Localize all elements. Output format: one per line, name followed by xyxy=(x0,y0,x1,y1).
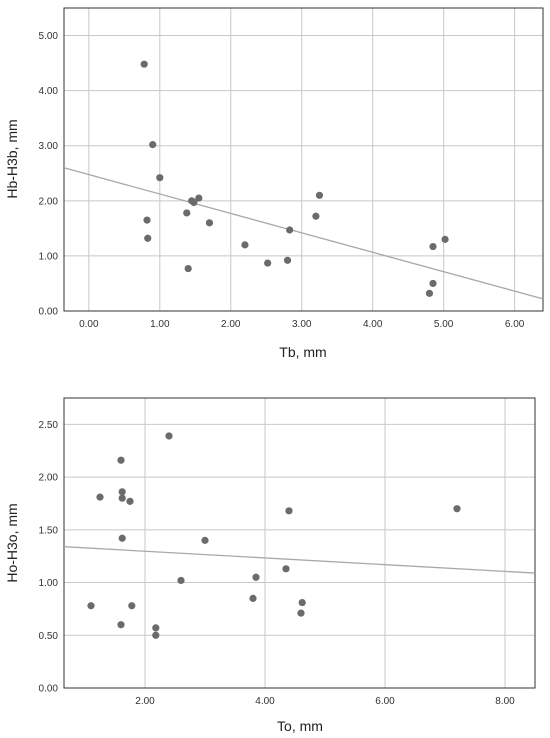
chart-2-data-point xyxy=(117,621,125,629)
chart-1-data-point xyxy=(195,194,203,202)
chart-1-data-point xyxy=(429,242,437,251)
chart-1-x-tick-label: 0.00 xyxy=(79,319,99,330)
chart-1-data-point xyxy=(183,209,191,217)
chart-1-data-point xyxy=(144,234,152,242)
chart-1-data-point xyxy=(286,226,294,234)
chart-1-y-tick-label: 0.00 xyxy=(39,307,59,318)
chart-1-data-point xyxy=(429,279,437,288)
chart-1-data-point xyxy=(156,174,164,182)
chart-1-data-point xyxy=(283,256,292,264)
chart-2-data-point xyxy=(87,602,95,610)
chart-1-y-axis-title: Hb-H3b, mm xyxy=(4,119,20,198)
chart-1-data-point xyxy=(312,212,320,220)
chart-1-x-tick-label: 3.00 xyxy=(292,319,312,330)
chart-2-plot-frame xyxy=(63,397,536,689)
chart-2-y-tick-label: 1.00 xyxy=(39,578,59,589)
chart-2-y-axis-title: Ho-H3o, mm xyxy=(4,503,20,582)
chart-1-data-point xyxy=(149,141,157,149)
chart-1-y-tick-label: 5.00 xyxy=(39,31,59,42)
chart-2-x-tick-label: 2.00 xyxy=(135,696,155,707)
chart-1-data-point xyxy=(140,60,148,68)
chart-2-data-point xyxy=(117,456,125,464)
chart-1-x-tick-label: 1.00 xyxy=(150,319,170,330)
chart-2-data-point xyxy=(282,565,290,573)
chart-2-data-point xyxy=(177,576,185,585)
chart-2-data-point xyxy=(165,432,173,440)
chart-2-data-point xyxy=(96,493,104,501)
chart-1-data-point xyxy=(425,289,434,297)
chart-2-data-point xyxy=(118,534,126,542)
chart-2-data-point xyxy=(249,594,257,602)
chart-2-data-point xyxy=(252,573,260,581)
chart-2-x-tick-label: 8.00 xyxy=(495,696,515,707)
chart-2-data-point xyxy=(285,507,293,515)
chart-2-data-point xyxy=(126,497,134,505)
chart-2-y-tick-label: 2.00 xyxy=(39,473,59,484)
chart-1-data-point xyxy=(205,219,214,227)
chart-2-data-point xyxy=(152,624,160,632)
chart-1-fit-line xyxy=(63,167,544,300)
chart-2-y-tick-label: 0.50 xyxy=(39,631,59,642)
chart-1-data-point xyxy=(184,264,192,273)
chart-1-x-tick-label: 5.00 xyxy=(434,319,454,330)
chart-1-y-tick-label: 4.00 xyxy=(39,86,59,97)
chart-1-plot-frame xyxy=(63,7,544,312)
chart-2-y-tick-label: 0.00 xyxy=(39,684,59,695)
chart-1-x-tick-label: 4.00 xyxy=(363,319,383,330)
chart-2-data-point xyxy=(118,488,126,496)
chart-1-data-point xyxy=(441,235,449,243)
chart-2-y-tick-label: 2.50 xyxy=(39,420,59,431)
chart-1-y-tick-label: 3.00 xyxy=(39,141,59,152)
chart-1-data-point xyxy=(264,259,272,267)
chart-1-data-point xyxy=(143,216,151,224)
chart-2-data-point xyxy=(453,505,461,513)
chart-1-data-point xyxy=(190,198,198,207)
chart-2-data-point xyxy=(201,536,209,544)
chart-1-x-tick-label: 6.00 xyxy=(505,319,525,330)
chart-1-data-point xyxy=(241,241,249,249)
chart-2-data-point xyxy=(152,631,160,639)
chart-2-data-point xyxy=(297,609,305,617)
chart-2-data-point xyxy=(128,602,136,610)
chart-1-y-tick-label: 1.00 xyxy=(39,251,59,262)
chart-2-x-axis-title: To, mm xyxy=(277,718,323,734)
chart-2-y-tick-label: 1.50 xyxy=(39,525,59,536)
chart-2-x-tick-label: 6.00 xyxy=(375,696,395,707)
chart-1-x-tick-label: 2.00 xyxy=(221,319,241,330)
chart-1-y-tick-label: 2.00 xyxy=(39,196,59,207)
chart-2-fit-line xyxy=(63,546,536,574)
chart-2-x-tick-label: 4.00 xyxy=(255,696,275,707)
chart-2-data-point xyxy=(298,598,306,607)
chart-1-x-axis-title: Tb, mm xyxy=(279,344,326,360)
chart-1-data-point xyxy=(315,191,324,199)
chart-2-data-point xyxy=(118,494,126,502)
